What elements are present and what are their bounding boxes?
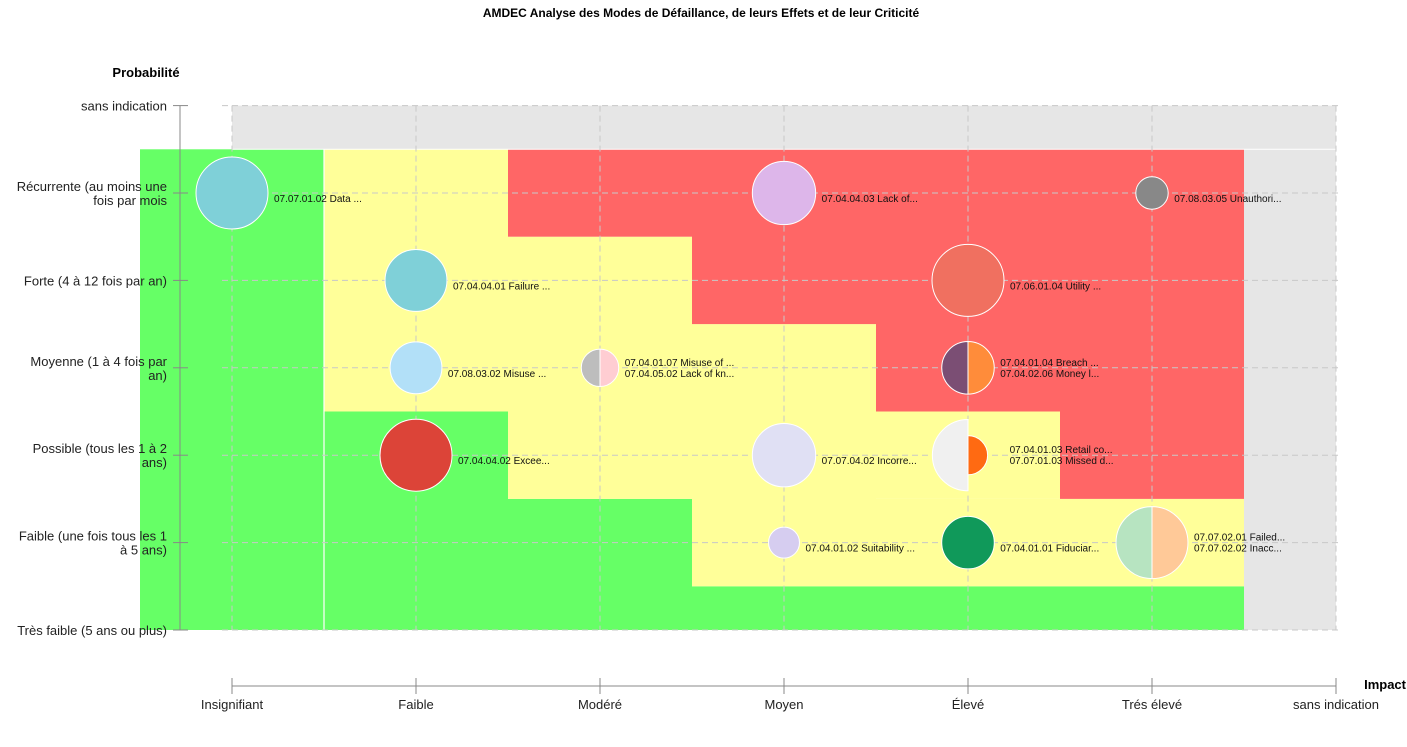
x-tick-label: Faible xyxy=(398,697,433,712)
x-axis-title: Impact xyxy=(1364,677,1407,692)
bubble-label: 07.07.01.03 Missed d... xyxy=(1010,456,1114,467)
chart-title: AMDEC Analyse des Modes de Défaillance, … xyxy=(483,6,920,20)
x-tick-label: Insignifiant xyxy=(201,697,264,712)
bubble-label: 07.04.01.03 Retail co... xyxy=(1010,445,1113,456)
bubble-label: 07.04.02.06 Money l... xyxy=(1000,369,1099,380)
bubble-label: 07.07.02.02 Inacc... xyxy=(1194,544,1282,555)
bubble-circle xyxy=(1135,176,1169,210)
bubble-circle xyxy=(379,418,453,492)
bubble-circle xyxy=(389,341,443,395)
bubble-circle xyxy=(931,243,1005,317)
axes: Très faible (5 ans ou plus) Faible (une f… xyxy=(17,99,1379,712)
risk-bubble: 07.07.02.01 Failed...07.07.02.02 Inacc..… xyxy=(1115,506,1285,580)
bubble-circle xyxy=(768,526,800,559)
bubble-half-left xyxy=(941,341,969,395)
bubble-half-right xyxy=(967,435,989,476)
bubble-label: 07.04.04.02 Excee... xyxy=(458,456,550,467)
zone-none xyxy=(1244,149,1336,631)
x-tick-label: sans indication xyxy=(1293,697,1379,712)
bubble-half-left xyxy=(580,348,601,388)
risk-bubble: 07.08.03.02 Misuse ... xyxy=(389,341,546,395)
y-tick-label: Possible (tous les 1 à 2 ans) xyxy=(33,441,167,470)
risk-bubble: 07.04.01.01 Fiduciar... xyxy=(941,515,1099,570)
bubble-label: 07.04.04.03 Lack of... xyxy=(822,194,918,205)
bubble-label: 07.08.03.05 Unauthori... xyxy=(1174,194,1281,205)
bubble-label: 07.04.01.07 Misuse of ... xyxy=(625,358,735,369)
risk-bubble: 07.04.01.07 Misuse of ...07.04.05.02 Lac… xyxy=(580,348,735,388)
bubble-label: 07.04.05.02 Lack of kn... xyxy=(625,369,735,380)
risk-bubble: 07.06.01.04 Utility ... xyxy=(931,243,1101,317)
bubble-label: 07.07.04.02 Incorre... xyxy=(822,456,917,467)
bubble-circle xyxy=(751,423,817,488)
bubble-label: 07.04.04.01 Failure ... xyxy=(453,281,550,292)
x-tick-label: Modéré xyxy=(578,697,622,712)
risk-bubble: 07.07.04.02 Incorre... xyxy=(751,423,917,488)
bubble-circle xyxy=(941,515,995,570)
y-tick-label: sans indication xyxy=(81,99,167,114)
bubble-label: 07.07.02.01 Failed... xyxy=(1194,533,1285,544)
bubble-half-right xyxy=(967,341,995,395)
x-tick-label: Élevé xyxy=(952,697,985,712)
risk-bubble: 07.04.04.01 Failure ... xyxy=(384,248,550,312)
bubble-half-right xyxy=(1151,506,1189,580)
zone-high xyxy=(508,149,692,237)
risk-bubble: 07.04.01.04 Breach ...07.04.02.06 Money … xyxy=(941,341,1099,395)
risk-bubble: 07.04.01.02 Suitability ... xyxy=(768,526,915,559)
risk-bubbles: 07.07.01.02 Data ... 07.04.04.03 Lack of.… xyxy=(195,156,1285,580)
bubble-circle xyxy=(195,156,269,230)
bubble-circle xyxy=(384,248,448,312)
bubble-label: 07.07.01.02 Data ... xyxy=(274,194,362,205)
x-tick-label: Trés élevé xyxy=(1122,697,1182,712)
bubble-half-left xyxy=(1115,506,1153,580)
bubble-label: 07.04.01.02 Suitability ... xyxy=(805,544,915,555)
risk-bubble: 07.04.04.02 Excee... xyxy=(379,418,550,492)
risk-bubble: 07.08.03.05 Unauthori... xyxy=(1135,176,1282,210)
bubble-half-left xyxy=(931,419,969,492)
y-tick-label: Récurrente (au moins une fois par mois xyxy=(17,179,168,208)
bubble-label: 07.04.01.01 Fiduciar... xyxy=(1000,544,1099,555)
y-tick-label: Moyenne (1 à 4 fois par an) xyxy=(30,354,167,383)
bubble-circle xyxy=(751,160,817,226)
risk-bubble: 07.04.01.03 Retail co...07.07.01.03 Miss… xyxy=(931,419,1114,492)
y-tick-label: Forte (4 à 12 fois par an) xyxy=(24,273,167,288)
bubble-half-right xyxy=(599,348,620,388)
y-axis-title: Probabilité xyxy=(112,65,179,80)
bubble-label: 07.06.01.04 Utility ... xyxy=(1010,281,1101,292)
y-tick-label: Très faible (5 ans ou plus) xyxy=(17,623,167,638)
risk-bubble: 07.07.01.02 Data ... xyxy=(195,156,362,230)
risk-bubble: 07.04.04.03 Lack of... xyxy=(751,160,918,226)
bubble-label: 07.04.01.04 Breach ... xyxy=(1000,358,1098,369)
bubble-label: 07.08.03.02 Misuse ... xyxy=(448,369,546,380)
zone-medium xyxy=(876,498,1244,587)
x-tick-label: Moyen xyxy=(764,697,803,712)
